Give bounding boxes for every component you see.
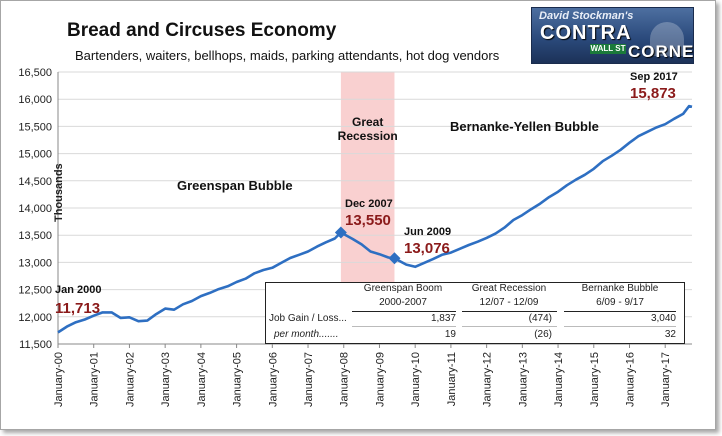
x-tick-label: January-06 <box>267 352 279 407</box>
table-cell: 3,040 <box>650 313 676 324</box>
table-cell: (26) <box>534 329 552 340</box>
table-row-label: Job Gain / Loss... <box>269 313 347 324</box>
y-tick-label: 13,500 <box>18 230 52 242</box>
table-rule <box>564 326 676 327</box>
x-tick-label: January-09 <box>374 352 386 407</box>
x-tick-label: January-01 <box>89 352 101 407</box>
annotation-date: Jan 2000 <box>55 284 101 296</box>
table-row-label: per month....... <box>274 329 339 340</box>
era-label-greenspan: Greenspan Bubble <box>177 178 293 193</box>
series-line <box>57 104 693 334</box>
x-tick-label: January-04 <box>196 352 208 407</box>
summary-table: Greenspan Boom 2000-2007 Great Recession… <box>265 282 685 344</box>
annotation-value: 11,713 <box>55 300 100 317</box>
x-tick-label: January-00 <box>53 352 65 407</box>
x-tick-label: January-17 <box>660 352 672 407</box>
table-header-bernanke: Bernanke Bubble 6/09 - 9/17 <box>581 283 659 308</box>
chart-title: Bread and Circuses Economy <box>67 20 337 41</box>
table-rule <box>462 311 557 312</box>
recession-label: Recession <box>338 129 398 143</box>
y-tick-label: 14,000 <box>18 203 52 215</box>
x-tick-label: January-13 <box>517 352 529 407</box>
y-tick-label: 14,500 <box>18 176 52 188</box>
wall-street-sign-icon: WALL ST <box>590 44 626 54</box>
table-cell: 1,837 <box>430 313 456 324</box>
capitol-dome-icon <box>650 22 684 56</box>
table-cell: 32 <box>664 329 676 340</box>
annotation-value: 13,550 <box>345 212 391 229</box>
contra-corner-logo: David Stockman's CONTRA CORNER WALL ST <box>531 7 694 64</box>
x-tick-label: January-11 <box>446 352 458 406</box>
y-tick-label: 16,500 <box>18 67 52 79</box>
x-tick-label: January-16 <box>624 352 636 407</box>
x-tick-label: January-15 <box>589 352 601 407</box>
recession-label: Great <box>352 115 383 129</box>
y-tick-label: 12,500 <box>18 285 52 297</box>
table-rule <box>462 326 557 327</box>
annotation-date: Dec 2007 <box>345 198 393 210</box>
annotation-date: Jun 2009 <box>404 226 451 238</box>
x-tick-label: January-03 <box>160 352 172 407</box>
x-tick-label: January-10 <box>410 352 422 407</box>
y-tick-label: 16,000 <box>18 94 52 106</box>
x-tick-label: January-05 <box>232 352 244 407</box>
logo-byline: David Stockman's <box>539 10 634 22</box>
table-rule <box>352 311 456 312</box>
table-cell: (474) <box>528 313 552 324</box>
x-tick-label: January-12 <box>482 352 494 407</box>
era-label-bernanke-yellen: Bernanke-Yellen Bubble <box>450 119 599 134</box>
logo-word-contra: CONTRA <box>540 22 632 44</box>
table-rule <box>564 311 676 312</box>
y-tick-label: 12,000 <box>18 312 52 324</box>
logo-word-corner: CORNER <box>628 42 694 61</box>
annotation-value: 13,076 <box>404 240 450 257</box>
y-axis-title: Thousands <box>53 163 65 222</box>
y-tick-label: 15,000 <box>18 149 52 161</box>
table-header-recession: Great Recession 12/07 - 12/09 <box>471 283 547 308</box>
annotation-date: Sep 2017 <box>630 71 678 83</box>
table-cell: 19 <box>444 329 456 340</box>
chart-subtitle: Bartenders, waiters, bellhops, maids, pa… <box>75 48 500 63</box>
x-tick-label: January-02 <box>124 352 136 407</box>
x-tick-label: January-07 <box>303 352 315 407</box>
x-tick-label: January-08 <box>339 352 351 407</box>
annotation-value: 15,873 <box>630 85 676 102</box>
data-point-marker <box>388 252 401 265</box>
x-tick-label: January-14 <box>553 352 565 407</box>
table-header-greenspan: Greenspan Boom 2000-2007 <box>363 283 443 308</box>
y-tick-label: 11,500 <box>19 339 52 351</box>
y-tick-label: 15,500 <box>18 121 52 133</box>
y-tick-label: 13,000 <box>18 257 52 269</box>
data-point-marker <box>334 226 347 239</box>
table-rule <box>352 326 456 327</box>
